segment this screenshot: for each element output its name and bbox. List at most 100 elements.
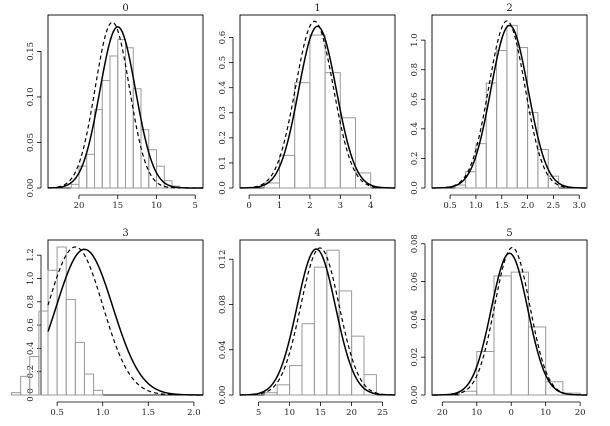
panel-0: 0 20 15 10 5 0.00 0.05 0.10 0.15 [26,3,204,211]
histogram-bar [101,80,111,189]
x-tick-label: 0.5 [50,408,64,418]
dashed-density-curve [239,20,395,189]
dashed-density-curve [240,247,396,396]
histogram-bar [354,172,372,189]
dashed-density-curve [47,21,203,189]
solid-density-curve [239,248,396,396]
x-tick-label: 15 [315,408,326,418]
histogram-bar [527,326,547,396]
x-tick-label: 3.0 [572,201,586,211]
x-tick-label: 10 [540,408,551,418]
y-tick-label: 0.04 [218,340,228,359]
dashed-density-curve [431,247,587,396]
histogram-bar [156,165,165,189]
histogram-bar [276,384,291,396]
x-tick-label: 20 [346,408,357,418]
x-tick-label: 4 [368,201,373,211]
y-tick-label: 0.4 [218,81,228,95]
y-tick-label: 0.05 [26,133,36,152]
histogram-bar [65,298,76,396]
y-tick-label: 0.8 [26,295,36,309]
x-tick-label: 0 [246,201,251,211]
plot-frame [239,14,396,189]
solid-density-curve [47,26,203,189]
histogram-bar [11,392,22,396]
histogram-bar [465,171,477,189]
histogram-bar [264,392,278,396]
y-tick-label: 0.0 [218,181,228,195]
y-tick-label: 0.00 [410,386,420,405]
y-tick-label: 0.06 [410,272,420,291]
histogram-bar [527,112,539,189]
panel-3: 30.5 1.0 1.5 2.00.00.20.40.60.81.01.2 [11,228,204,418]
x-tick-label: 0.5 [443,201,457,211]
panel-title: 0 [122,3,128,14]
x-tick-label: 5 [256,408,261,418]
x-tick-label: 2.5 [547,201,561,211]
y-tick-label: 0.15 [26,42,36,61]
plot-frame [239,239,396,396]
histogram-bar [86,153,95,189]
histogram-bar [309,34,326,189]
x-tick-label: 2.0 [521,201,535,211]
histogram-bar [163,180,173,189]
solid-density-curve [431,24,588,189]
histogram-bar [94,109,103,189]
x-tick-label: 3 [338,201,343,211]
y-tick-label: 0.08 [410,234,420,253]
y-tick-label: 0.02 [410,348,420,367]
plot-frame [431,14,588,189]
y-tick-label: 0.2 [26,365,36,379]
y-tick-label: 0.00 [26,179,36,198]
x-tick-label: 10 [151,201,162,211]
x-tick-label: 10 [471,408,482,418]
y-tick-label: 0.6 [26,318,36,332]
histogram-bar [339,117,356,189]
histogram-bar [117,39,126,189]
histogram-bar [351,335,365,396]
y-tick-label: 0.08 [218,295,228,314]
solid-density-curve [239,25,396,189]
histogram-bar [313,266,328,396]
histogram-bar [109,55,119,189]
histogram-bar [510,271,529,396]
y-tick-label: 0.6 [218,31,228,45]
solid-density-curve [432,252,587,396]
x-tick-label: 20 [575,408,586,418]
y-tick-label: 0.5 [218,56,228,70]
x-tick-label: 10 [284,408,295,418]
y-tick-label: 0.04 [410,310,420,329]
y-tick-label: 1.2 [26,248,36,262]
histogram-bar [93,389,104,396]
histogram-bar [289,365,303,396]
histogram-bar [496,49,508,189]
x-tick-label: 2 [307,201,312,211]
panel-title: 3 [122,228,128,239]
x-tick-label: 1.0 [469,201,483,211]
y-tick-label: 0.6 [410,93,420,107]
y-tick-label: 0.0 [410,181,420,195]
histogram-bar [338,290,353,396]
histogram-bar [324,72,341,189]
y-tick-label: 0.4 [26,342,36,356]
panel-5: 5 20 10 0 10 20 0.00 0.02 0.04 0.06 0.08 [410,228,588,418]
histogram-bar [83,373,95,396]
histogram-bar [70,183,80,189]
panel-1: 1 0 1 2 3 4 0.0 0.1 0.2 0.3 0.4 0.5 0.6 [218,3,396,211]
y-tick-label: 0.00 [218,386,228,405]
y-tick-label: 1.0 [410,33,420,47]
x-tick-label: 15 [112,201,123,211]
x-tick-label: 25 [377,408,388,418]
histogram-bar [545,381,564,396]
x-tick-label: 0 [509,408,514,418]
panel-2: 2 0.5 1.0 1.5 2.0 2.5 3.0 0.0 0.2 0.4 0.6 0.8 1.0 [410,3,588,211]
x-tick-label: 20 [437,408,448,418]
x-tick-label: 1.5 [495,201,509,211]
x-tick-label: 1 [277,201,282,211]
histogram-bar [301,323,315,396]
x-tick-label: 2.0 [187,408,201,418]
dashed-density-curve [431,20,587,189]
y-tick-label: 0.12 [218,250,228,269]
y-tick-label: 0.3 [218,106,228,120]
